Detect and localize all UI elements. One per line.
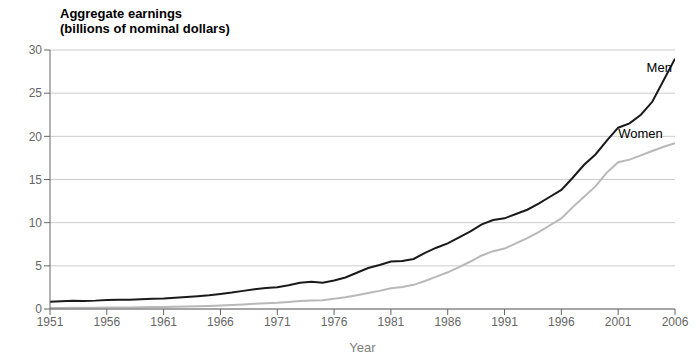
svg-text:5: 5 <box>35 259 42 273</box>
svg-text:Year: Year <box>349 340 376 355</box>
svg-text:25: 25 <box>29 86 43 100</box>
html-text:Aggregate earnings: Aggregate earnings <box>60 6 183 21</box>
svg-text:1996: 1996 <box>548 315 575 329</box>
svg-text:30: 30 <box>29 43 43 57</box>
svg-text:1981: 1981 <box>378 315 405 329</box>
svg-text:2006: 2006 <box>662 315 689 329</box>
svg-text:1961: 1961 <box>150 315 177 329</box>
svg-text:Women: Women <box>618 126 663 141</box>
svg-text:2001: 2001 <box>605 315 632 329</box>
svg-text:1986: 1986 <box>434 315 461 329</box>
svg-text:1966: 1966 <box>207 315 234 329</box>
svg-text:20: 20 <box>29 130 43 144</box>
svg-text:15: 15 <box>29 173 43 187</box>
svg-text:1971: 1971 <box>264 315 291 329</box>
svg-text:Men: Men <box>647 60 672 75</box>
html-text:(billions of nominal dollars): (billions of nominal dollars) <box>60 21 230 36</box>
svg-text:10: 10 <box>29 216 43 230</box>
svg-text:1976: 1976 <box>321 315 348 329</box>
svg-text:1991: 1991 <box>491 315 518 329</box>
svg-text:0: 0 <box>35 302 42 316</box>
svg-text:1951: 1951 <box>37 315 64 329</box>
svg-text:1956: 1956 <box>93 315 120 329</box>
